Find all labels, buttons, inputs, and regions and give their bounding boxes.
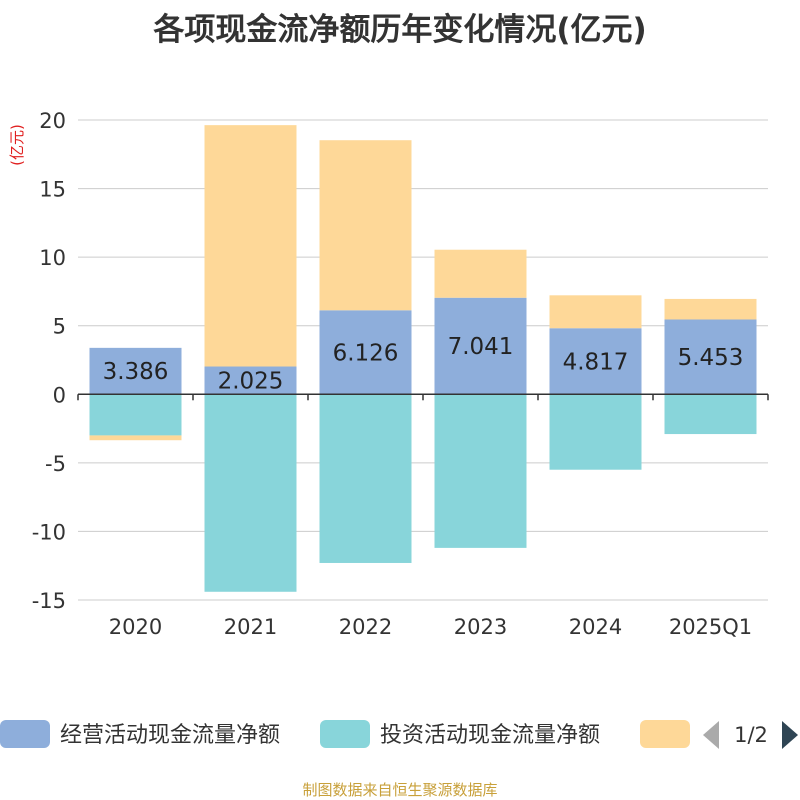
y-tick-label: 15 xyxy=(39,178,66,202)
y-tick-label: -10 xyxy=(32,520,66,544)
bar-series-2-2020[interactable] xyxy=(89,394,182,436)
bar-series-3-2024[interactable] xyxy=(549,295,642,329)
data-label: 3.386 xyxy=(103,359,169,385)
x-tick-label: 2025Q1 xyxy=(669,615,752,639)
data-label: 5.453 xyxy=(678,345,744,371)
x-tick-label: 2021 xyxy=(224,615,277,639)
data-label: 7.041 xyxy=(448,334,514,360)
y-tick-label: -5 xyxy=(45,452,66,476)
y-tick-label: 0 xyxy=(53,383,66,407)
source-text: 制图数据来自恒生聚源数据库 xyxy=(302,781,498,799)
data-label: 6.126 xyxy=(333,340,399,366)
y-tick-label: 5 xyxy=(53,315,66,339)
bar-series-2-2024[interactable] xyxy=(549,394,642,470)
legend-next-icon[interactable] xyxy=(782,721,798,749)
legend-label[interactable]: 经营活动现金流量净额 xyxy=(60,723,280,748)
bar-series-1-2023[interactable] xyxy=(434,297,527,395)
bar-series-3-2025Q1[interactable] xyxy=(664,298,757,320)
bar-series-3-2022[interactable] xyxy=(319,140,412,311)
y-tick-label: 10 xyxy=(39,246,66,270)
x-tick-label: 2024 xyxy=(569,615,622,639)
legend-swatch[interactable] xyxy=(640,720,690,748)
x-tick-label: 2023 xyxy=(454,615,507,639)
legend-prev-icon[interactable] xyxy=(703,721,719,749)
legend-page-indicator: 1/2 xyxy=(734,723,768,747)
bar-series-3-2021[interactable] xyxy=(204,125,297,367)
y-tick-label: -15 xyxy=(32,589,66,613)
y-tick-label: 20 xyxy=(39,109,66,133)
legend-label[interactable]: 投资活动现金流量净额 xyxy=(380,723,600,748)
bar-series-2-2025Q1[interactable] xyxy=(664,394,757,435)
bar-series-2-2021[interactable] xyxy=(204,394,297,592)
legend-swatch[interactable] xyxy=(0,720,50,748)
x-tick-label: 2022 xyxy=(339,615,392,639)
bar-series-2-2022[interactable] xyxy=(319,394,412,563)
bar-series-1-2025Q1[interactable] xyxy=(664,319,757,395)
bar-series-2-2023[interactable] xyxy=(434,394,527,548)
data-label: 4.817 xyxy=(563,349,629,375)
bar-series-3-2023[interactable] xyxy=(434,249,527,298)
bar-series-1-2024[interactable] xyxy=(549,328,642,395)
y-axis-unit: (亿元) xyxy=(8,124,26,166)
x-tick-label: 2020 xyxy=(109,615,162,639)
bar-series-1-2022[interactable] xyxy=(319,310,412,395)
data-label: 2.025 xyxy=(218,368,284,394)
bar-series-1-2020[interactable] xyxy=(89,347,182,395)
legend-swatch[interactable] xyxy=(320,720,370,748)
bar-series-3-2020[interactable] xyxy=(89,435,182,441)
bar-series-1-2021[interactable] xyxy=(204,366,297,395)
chart-title: 各项现金流净额历年变化情况(亿元) xyxy=(153,12,647,48)
